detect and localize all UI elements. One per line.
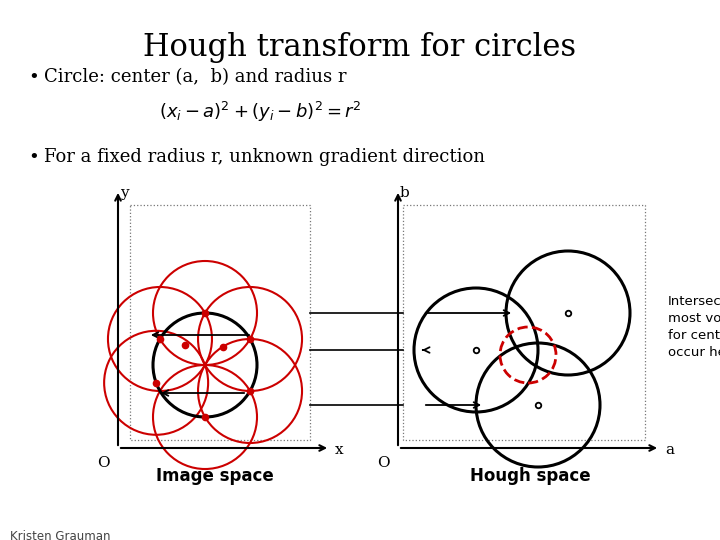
Text: a: a [665, 443, 674, 457]
Text: b: b [400, 186, 410, 200]
Text: y: y [120, 186, 129, 200]
Text: x: x [335, 443, 343, 457]
Text: Circle: center (a,  b) and radius r: Circle: center (a, b) and radius r [44, 68, 346, 86]
Text: O: O [377, 456, 390, 470]
Text: •: • [28, 148, 39, 166]
Text: •: • [28, 68, 39, 86]
Text: For a fixed radius r, unknown gradient direction: For a fixed radius r, unknown gradient d… [44, 148, 485, 166]
Text: Hough space: Hough space [469, 467, 590, 485]
Text: O: O [97, 456, 110, 470]
Text: $(x_i - a)^2 + (y_i - b)^2 = r^2$: $(x_i - a)^2 + (y_i - b)^2 = r^2$ [158, 100, 361, 124]
Text: Hough transform for circles: Hough transform for circles [143, 32, 577, 63]
Text: Image space: Image space [156, 467, 274, 485]
Text: Intersection:
most votes
for center
occur here.: Intersection: most votes for center occu… [668, 295, 720, 359]
Text: Kristen Grauman: Kristen Grauman [10, 530, 110, 540]
